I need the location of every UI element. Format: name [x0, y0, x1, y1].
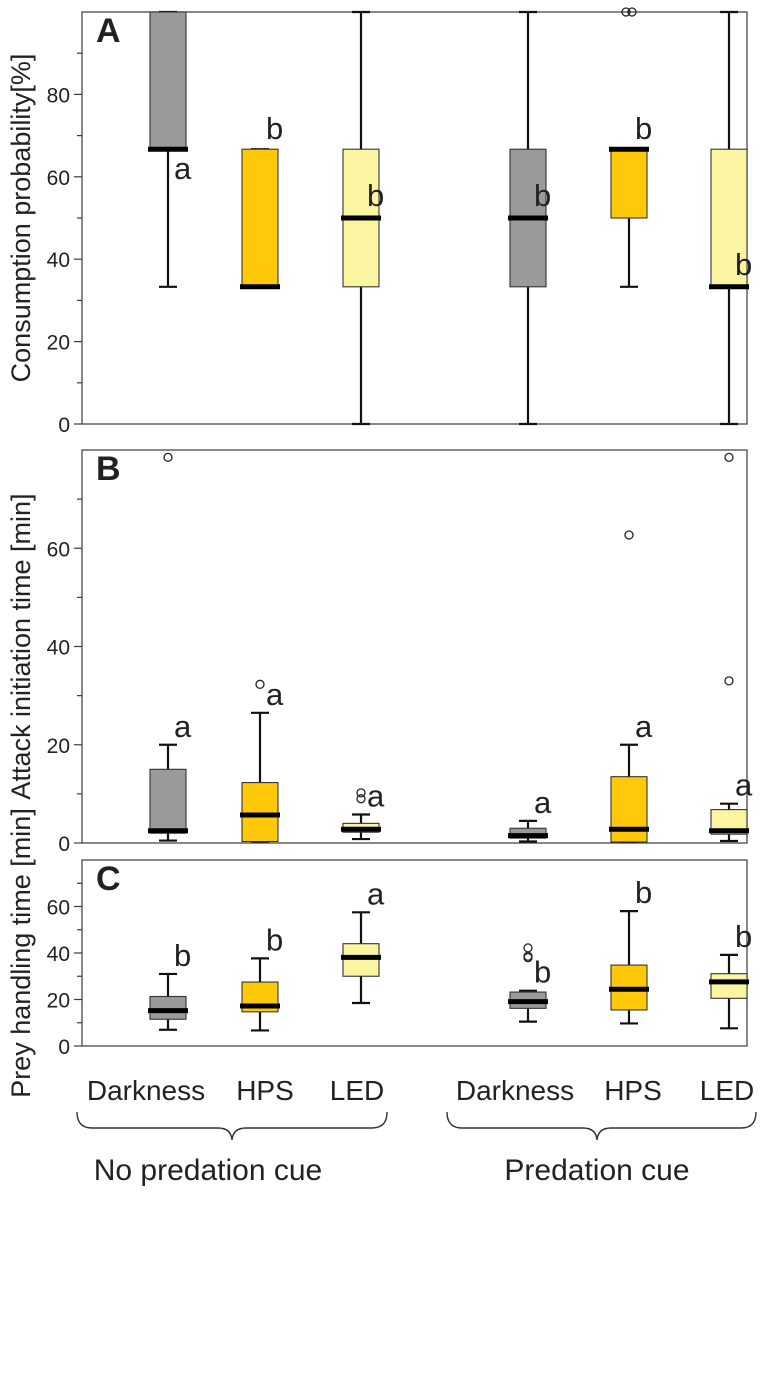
panel-b-box-predation-cue-hps-sig-letter: a	[635, 709, 653, 744]
x-label-hps-no-cue: HPS	[236, 1075, 294, 1106]
panel-c-box-no-predation-cue-darkness-iqr	[149, 995, 187, 1020]
panel-c-box-no-predation-cue-led-iqr	[342, 943, 380, 977]
panel-b-box-predation-cue-led-sig-letter: a	[735, 768, 753, 803]
panel-a-box-predation-cue-darkness: b	[508, 10, 551, 426]
panel-b-box-predation-cue-led: a	[709, 452, 753, 843]
x-label-led-no-cue: LED	[330, 1075, 384, 1106]
panel-b-letter: B	[96, 450, 121, 488]
brace-predation-cue	[446, 1111, 757, 1141]
panel-c-box-predation-cue-led-sig-letter: b	[735, 919, 752, 954]
panel-c-box-no-predation-cue-hps: b	[240, 922, 283, 1032]
panel-c-box-predation-cue-hps-sig-letter: b	[635, 875, 652, 910]
panel-b-box-no-predation-cue-hps-iqr	[241, 782, 279, 843]
panel-a-y-axis-label: Consumption probability[%]	[6, 54, 36, 383]
panel-c-box-no-predation-cue-hps-sig-letter: b	[266, 922, 283, 957]
panel-b-box-no-predation-cue-led-outlier-1	[356, 794, 366, 804]
panel-b-box-predation-cue-darkness: a	[508, 785, 552, 843]
panel-c-ytick-label-40: 40	[47, 943, 70, 966]
panel-c-box-no-predation-cue-darkness: b	[148, 938, 191, 1031]
panel-a-box-predation-cue-hps-outlier-1	[621, 7, 631, 17]
panel-a-box-no-predation-cue-darkness-sig-letter: a	[174, 151, 192, 186]
panel-b-y-axis-label: Attack initiation time [min]	[6, 493, 36, 799]
panel-a-box-predation-cue-hps-outlier-2	[627, 7, 637, 17]
panel-a-ytick-label-80: 80	[47, 84, 70, 107]
panel-a-box-no-predation-cue-hps-sig-letter: b	[266, 111, 283, 146]
panel-a-ytick-label-0: 0	[58, 414, 70, 437]
panel-c-ytick-label-0: 0	[58, 1036, 70, 1059]
panel-c-ytick-label-60: 60	[47, 897, 70, 920]
panel-b-box-predation-cue-hps-iqr	[610, 776, 648, 843]
panel-b-box-predation-cue-hps-outlier-1	[624, 530, 634, 540]
panel-c-box-predation-cue-led-iqr	[710, 973, 748, 999]
panel-a-ytick-label-60: 60	[47, 167, 70, 190]
panel-a-box-predation-cue-hps-iqr	[610, 148, 648, 219]
panel-c-box-predation-cue-darkness: b	[508, 943, 551, 1023]
panel-c-box-predation-cue-darkness-sig-letter: b	[534, 955, 551, 990]
panel-b-box-no-predation-cue-darkness-outlier-1	[163, 452, 173, 463]
panel-b-box-no-predation-cue-darkness: a	[148, 452, 192, 842]
x-label-darkness-no-cue: Darkness	[87, 1075, 205, 1106]
panel-b-ytick-label-0: 0	[58, 833, 70, 856]
panel-b-box-predation-cue-led-outlier-2	[724, 452, 734, 463]
panel-a-box-no-predation-cue-darkness-iqr	[149, 11, 187, 150]
panel-b-box-predation-cue-hps: a	[609, 530, 653, 844]
panel-a-ytick-label-20: 20	[47, 332, 70, 355]
panel-b-box-no-predation-cue-hps-outlier-1	[255, 679, 265, 689]
brace-no-predation-cue	[76, 1111, 388, 1141]
panel-a-box-predation-cue-darkness-sig-letter: b	[534, 178, 551, 213]
panel-a-box-predation-cue-led: b	[709, 10, 752, 426]
panel-a-letter: A	[96, 12, 121, 50]
panel-a: 0 20 40 60 80 Consumption probability[%] Aa b b b…	[6, 7, 752, 437]
group-label-predation-cue: Predation cue	[504, 1154, 689, 1187]
panel-b-box-no-predation-cue-led-outlier-2	[356, 788, 366, 798]
panel-c-letter: C	[96, 860, 121, 898]
group-braces	[76, 1111, 757, 1141]
panel-c-box-predation-cue-darkness-outlier-3	[523, 943, 533, 953]
panel-b-box-no-predation-cue-led: a	[341, 779, 385, 841]
panel-b-box-no-predation-cue-darkness-iqr	[149, 768, 187, 834]
panel-b: 0 20 40 60 Attack initiation time [min] Ba a a a…	[6, 449, 753, 856]
panel-a-box-no-predation-cue-led: b	[341, 10, 384, 426]
panel-c-box-no-predation-cue-led: a	[341, 876, 385, 1005]
panel-a-box-no-predation-cue-darkness: a	[148, 10, 192, 288]
panel-c: 0 20 40 60 Prey handling time [min] Cb b a b b b	[6, 808, 752, 1098]
panel-b-box-no-predation-cue-led-sig-letter: a	[367, 779, 385, 814]
panel-a-box-predation-cue-led-iqr	[710, 148, 748, 288]
panel-b-box-no-predation-cue-hps: a	[240, 677, 284, 843]
panel-a-box-predation-cue-hps-sig-letter: b	[635, 111, 652, 146]
panel-a-box-no-predation-cue-hps-iqr	[241, 148, 279, 288]
panel-b-box-predation-cue-led-outlier-1	[724, 676, 734, 686]
panel-a-box-no-predation-cue-led-sig-letter: b	[367, 178, 384, 213]
panel-c-ytick-label-20: 20	[47, 990, 70, 1013]
panel-a-box-no-predation-cue-hps: b	[240, 111, 283, 290]
panel-b-ytick-label-20: 20	[47, 735, 70, 758]
panel-b-box-predation-cue-darkness-sig-letter: a	[534, 785, 552, 820]
panel-b-ytick-label-40: 40	[47, 637, 70, 660]
group-label-no-predation-cue: No predation cue	[94, 1154, 323, 1187]
panels: 0 20 40 60 80 Consumption probability[%] Aa b b b…	[6, 7, 753, 1098]
panel-b-ytick-label-60: 60	[47, 538, 70, 561]
x-label-darkness-cue: Darkness	[456, 1075, 574, 1106]
panel-a-box-predation-cue-led-sig-letter: b	[735, 247, 752, 282]
panel-a-ytick-label-40: 40	[47, 249, 70, 272]
panel-a-box-predation-cue-hps: b	[609, 7, 652, 288]
panel-c-box-predation-cue-hps: b	[609, 875, 652, 1025]
x-label-led-cue: LED	[700, 1075, 754, 1106]
panel-b-box-no-predation-cue-hps-sig-letter: a	[266, 677, 284, 712]
panel-c-box-no-predation-cue-darkness-sig-letter: b	[174, 938, 191, 973]
x-category-labels: Darkness HPS LED Darkness HPS LED	[87, 1075, 754, 1106]
panel-c-box-no-predation-cue-led-sig-letter: a	[367, 876, 385, 911]
panel-b-box-no-predation-cue-darkness-sig-letter: a	[174, 709, 192, 744]
panel-c-box-predation-cue-led: b	[709, 919, 752, 1030]
x-label-hps-cue: HPS	[604, 1075, 662, 1106]
panel-c-y-axis-label: Prey handling time [min]	[6, 808, 36, 1098]
